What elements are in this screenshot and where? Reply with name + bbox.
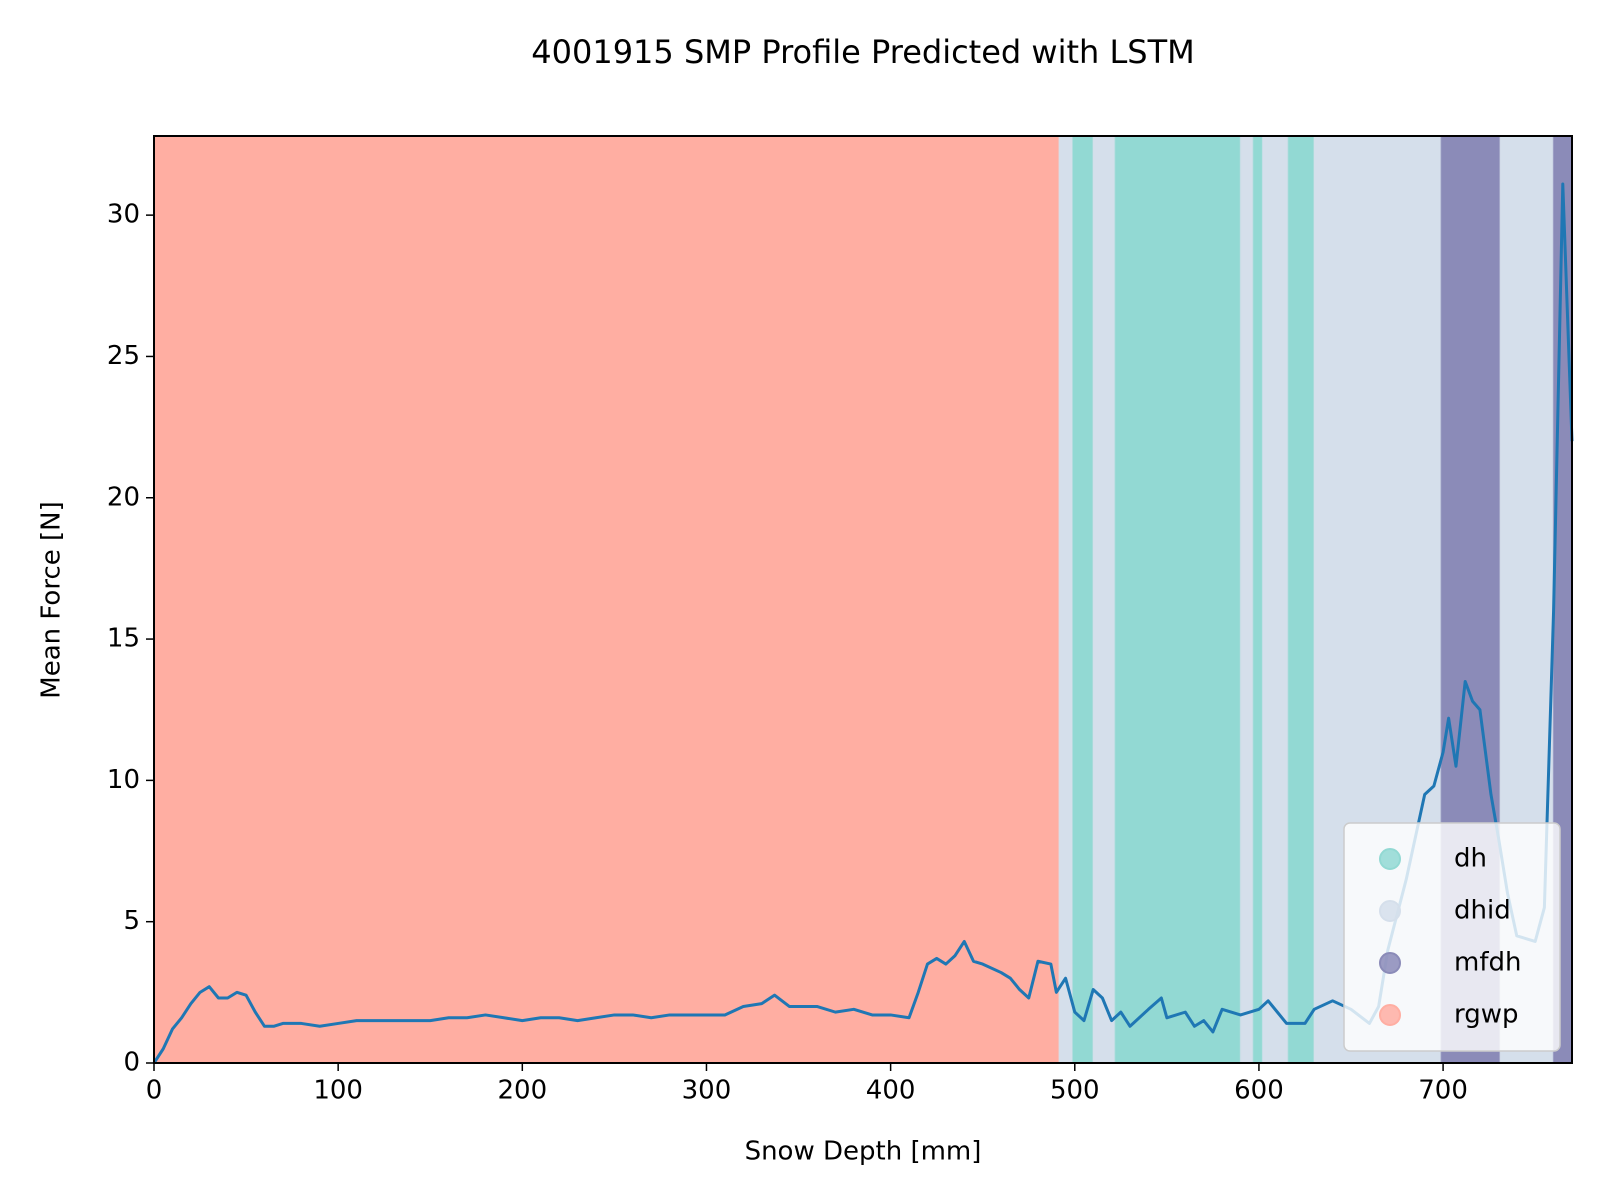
x-tick-label: 400 — [866, 1076, 916, 1106]
y-tick-label: 25 — [107, 341, 140, 371]
chart-title: 4001915 SMP Profile Predicted with LSTM — [531, 33, 1195, 71]
legend: dh dhid mfdh rgwp — [1343, 822, 1561, 1052]
legend-marker — [1379, 952, 1401, 974]
class-span — [1114, 135, 1242, 1064]
class-span — [1058, 135, 1074, 1064]
legend-label: dh — [1454, 844, 1487, 874]
class-span — [1072, 135, 1094, 1064]
legend-marker — [1379, 900, 1401, 922]
class-span — [153, 135, 1060, 1064]
legend-label: dhid — [1454, 896, 1511, 926]
plot-frame — [153, 135, 1573, 1064]
legend-label: rgwp — [1454, 1000, 1519, 1030]
legend-marker — [1379, 848, 1401, 870]
x-tick-label: 300 — [682, 1076, 732, 1106]
y-tick-label: 10 — [107, 765, 140, 795]
x-tick-label: 500 — [1050, 1076, 1100, 1106]
y-tick-label: 15 — [107, 624, 140, 654]
class-span — [1239, 135, 1255, 1064]
y-tick-label: 5 — [123, 906, 140, 936]
legend-box — [1343, 822, 1561, 1052]
x-tick-label: 700 — [1418, 1076, 1468, 1106]
y-tick-label: 30 — [107, 200, 140, 230]
class-span — [1261, 135, 1290, 1064]
y-tick-label: 20 — [107, 482, 140, 512]
x-tick-label: 600 — [1234, 1076, 1284, 1106]
y-tick-label: 0 — [123, 1048, 140, 1078]
y-axis-label: Mean Force [N] — [37, 501, 67, 698]
x-tick-label: 0 — [146, 1076, 163, 1106]
x-tick-label: 100 — [313, 1076, 363, 1106]
x-axis-label: Snow Depth [mm] — [745, 1137, 982, 1167]
legend-marker — [1379, 1004, 1401, 1026]
class-span — [1092, 135, 1117, 1064]
class-span — [1287, 135, 1315, 1064]
x-tick-label: 200 — [497, 1076, 547, 1106]
class-span — [1252, 135, 1264, 1064]
legend-label: mfdh — [1454, 948, 1521, 978]
